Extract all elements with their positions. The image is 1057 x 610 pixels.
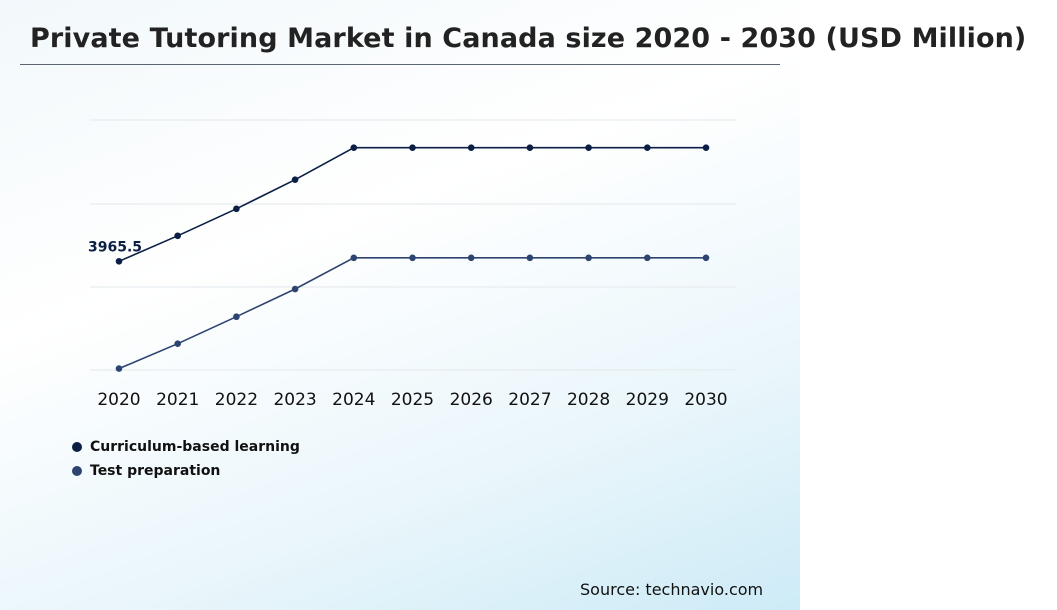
- series-line-2: [118, 256, 706, 370]
- data-point-series-2[interactable]: [467, 254, 475, 262]
- data-point-series-2[interactable]: [409, 254, 416, 262]
- title-divider: [20, 64, 780, 65]
- data-point-series-1[interactable]: [702, 144, 710, 151]
- x-tick-label: 2022: [215, 390, 258, 410]
- data-point-series-1[interactable]: [233, 205, 240, 213]
- chart-panel: [0, 0, 800, 610]
- data-point-series-2[interactable]: [350, 254, 358, 262]
- chart-legend: Curriculum-based learning Test preparati…: [70, 435, 300, 483]
- data-point-series-2[interactable]: [174, 340, 181, 348]
- x-axis-tick-labels: 2020 2021 2022 2023 2024 2025 2026 2027 2028 2029…: [97, 390, 727, 410]
- x-tick-label: 2026: [450, 390, 493, 410]
- legend-label-series-1: Curriculum-based learning: [90, 439, 300, 455]
- x-tick-label: 2024: [332, 390, 375, 410]
- x-tick-label: 2029: [626, 390, 669, 410]
- data-point-series-2[interactable]: [115, 365, 123, 372]
- data-point-series-1[interactable]: [585, 144, 592, 151]
- data-point-series-2[interactable]: [702, 254, 710, 262]
- x-tick-label: 2023: [273, 390, 316, 410]
- data-point-series-1[interactable]: [526, 144, 534, 151]
- chart-title: Private Tutoring Market in Canada size 2…: [30, 23, 1027, 54]
- source-credit: Source: technavio.com: [580, 580, 764, 599]
- data-point-series-2[interactable]: [233, 313, 240, 321]
- data-point-series-1[interactable]: [115, 257, 123, 265]
- data-point-series-1[interactable]: [644, 144, 651, 151]
- legend-item-series-2[interactable]: Test preparation: [70, 459, 300, 483]
- data-label: 3965.5: [88, 239, 142, 255]
- legend-marker-series-1: [72, 442, 82, 452]
- legend-label-series-2: Test preparation: [90, 463, 221, 479]
- x-tick-label: 2020: [97, 390, 140, 410]
- data-point-series-1[interactable]: [291, 176, 299, 183]
- x-tick-label: 2021: [156, 390, 199, 410]
- data-points: [115, 144, 710, 372]
- legend-item-series-1[interactable]: Curriculum-based learning: [70, 435, 300, 459]
- data-labels: 3965.5: [88, 239, 142, 255]
- line-chart: 3965.5 2020 2021 2022 2023 2024 2025 2026 2027 2…: [88, 119, 736, 410]
- x-tick-label: 2027: [508, 390, 551, 410]
- data-point-series-2[interactable]: [585, 254, 592, 262]
- x-tick-label: 2025: [391, 390, 434, 410]
- data-point-series-1[interactable]: [350, 144, 358, 151]
- data-point-series-1[interactable]: [467, 144, 475, 151]
- data-point-series-2[interactable]: [291, 285, 299, 293]
- gridlines: [90, 119, 736, 371]
- data-point-series-1[interactable]: [409, 144, 416, 151]
- x-tick-label: 2030: [684, 390, 727, 410]
- legend-marker-series-2: [72, 466, 82, 476]
- data-point-series-1[interactable]: [174, 232, 181, 240]
- data-point-series-2[interactable]: [644, 254, 651, 262]
- data-point-series-2[interactable]: [526, 254, 534, 262]
- x-tick-label: 2028: [567, 390, 610, 410]
